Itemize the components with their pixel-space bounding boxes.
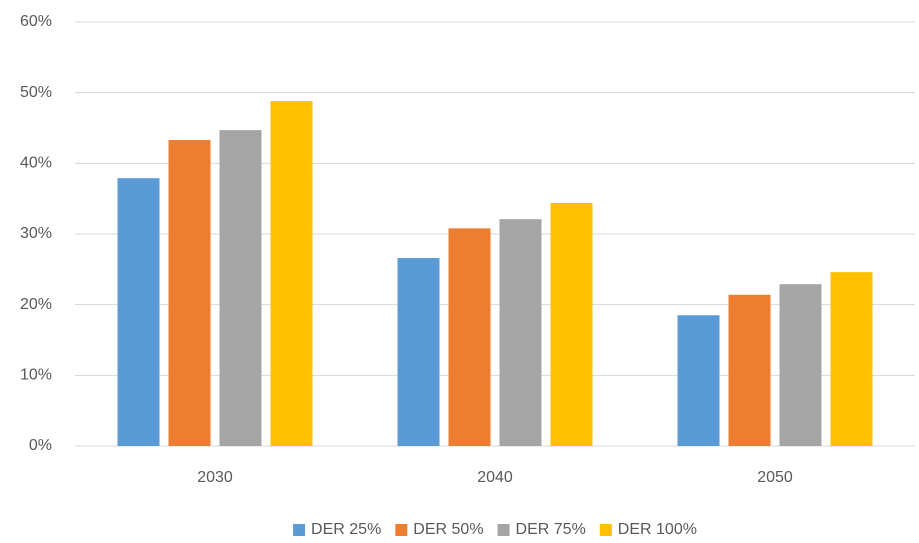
bar [397,258,440,446]
y-tick-label: 20% [20,296,52,313]
legend-swatch [497,524,510,536]
y-tick-label: 30% [20,225,52,242]
x-tick-label: 2050 [757,469,793,486]
bar [550,202,593,446]
legend-label: DER 100% [618,521,697,538]
bar [779,284,822,446]
legend-label: DER 75% [516,521,586,538]
bar [448,228,491,446]
legend-swatch [599,524,612,536]
x-tick-label: 2030 [197,469,233,486]
y-tick-label: 50% [20,84,52,101]
y-tick-label: 0% [29,437,52,454]
y-tick-label: 40% [20,155,52,172]
bar [117,178,160,446]
bar [830,272,873,446]
legend-swatch [293,524,306,536]
legend-swatch [395,524,408,536]
bar [728,294,771,446]
legend-label: DER 25% [311,521,381,538]
bar [168,140,211,446]
y-tick-label: 60% [20,13,52,30]
x-tick-label: 2040 [477,469,513,486]
bar [499,219,542,446]
bar [270,101,313,446]
bar [219,130,262,446]
bar [677,315,720,446]
legend-label: DER 50% [413,521,483,538]
y-tick-label: 10% [20,367,52,384]
